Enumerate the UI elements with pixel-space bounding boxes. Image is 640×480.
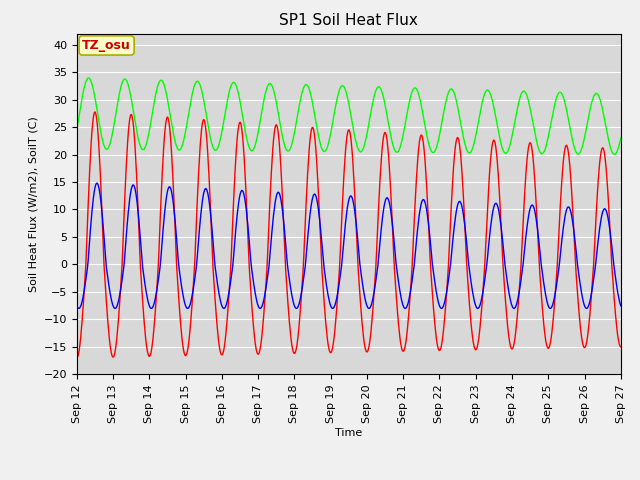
sp1_SHF_2 [223,314,231,320]
sp1_SHF_2 [140,309,147,315]
sp1_SHF_T [73,127,81,132]
sp1_SHF_T [140,147,147,153]
sp1_SHF_T [83,77,90,83]
sp1_SHF_2 [91,109,99,115]
sp1_SHF_1 [195,237,202,242]
sp1_SHF_1 [617,303,625,309]
sp1_SHF_T [416,95,424,100]
sp1_SHF_T [431,147,439,153]
sp1_SHF_1 [223,298,231,303]
sp1_SHF_2 [416,138,424,144]
sp1_SHF_1 [438,306,445,312]
sp1_SHF_1 [140,270,147,276]
sp1_SHF_1 [83,271,90,277]
Title: SP1 Soil Heat Flux: SP1 Soil Heat Flux [280,13,418,28]
sp1_SHF_2 [431,327,439,333]
sp1_SHF_2 [195,170,202,176]
Y-axis label: Soil Heat Flux (W/m2), SoilT (C): Soil Heat Flux (W/m2), SoilT (C) [28,116,38,292]
sp1_SHF_2 [617,344,625,350]
Line: sp1_SHF_2: sp1_SHF_2 [77,112,621,358]
sp1_SHF_1 [431,284,439,289]
Line: sp1_SHF_1: sp1_SHF_1 [77,183,621,309]
sp1_SHF_T [617,135,625,141]
Text: TZ_osu: TZ_osu [82,39,131,52]
sp1_SHF_1 [93,180,101,186]
sp1_SHF_T [195,79,202,85]
sp1_SHF_T [85,75,93,81]
sp1_SHF_2 [83,241,90,247]
sp1_SHF_1 [416,210,424,216]
sp1_SHF_1 [73,303,81,309]
sp1_SHF_T [611,152,619,157]
sp1_SHF_T [223,97,231,103]
sp1_SHF_2 [73,355,81,361]
Line: sp1_SHF_T: sp1_SHF_T [77,78,621,155]
X-axis label: Time: Time [335,429,362,438]
